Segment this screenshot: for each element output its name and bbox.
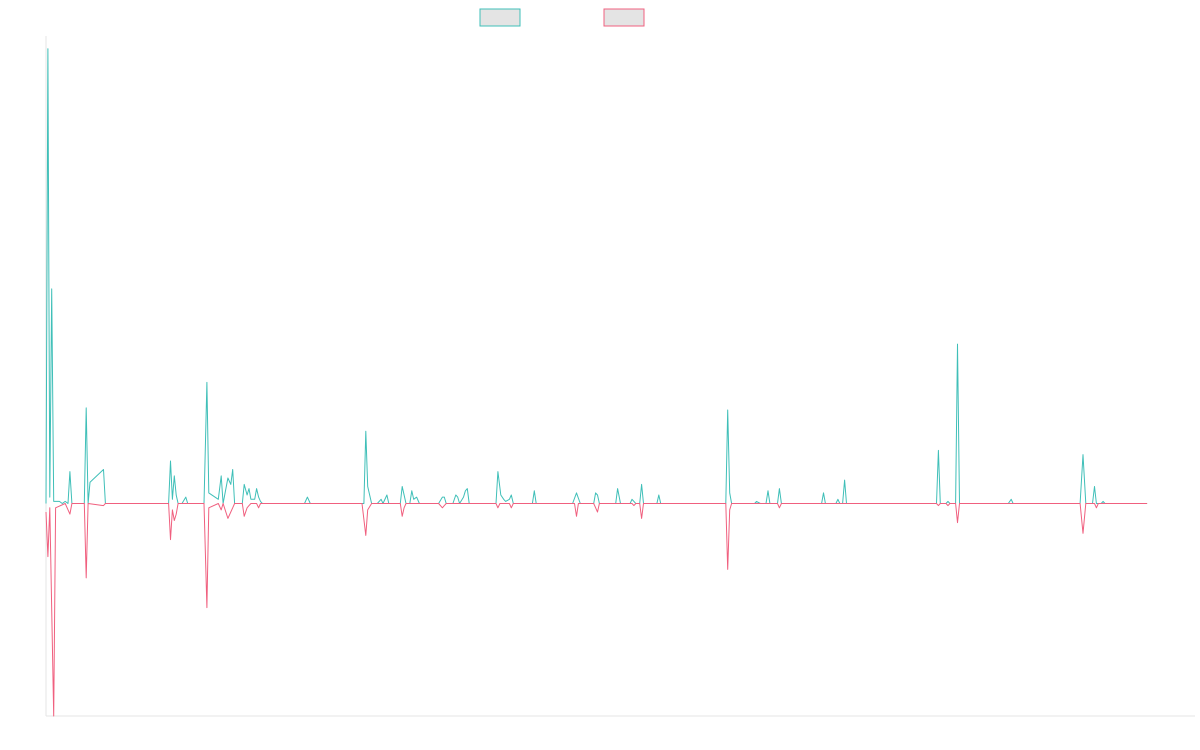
legend-swatch-series-b[interactable] xyxy=(603,8,645,27)
series-line-b[interactable] xyxy=(45,503,1148,717)
series-line-a[interactable] xyxy=(45,48,1148,504)
legend-swatch-series-a[interactable] xyxy=(479,8,521,27)
series-layer xyxy=(45,48,1148,717)
plot-area xyxy=(45,36,1195,717)
legend xyxy=(479,8,645,27)
